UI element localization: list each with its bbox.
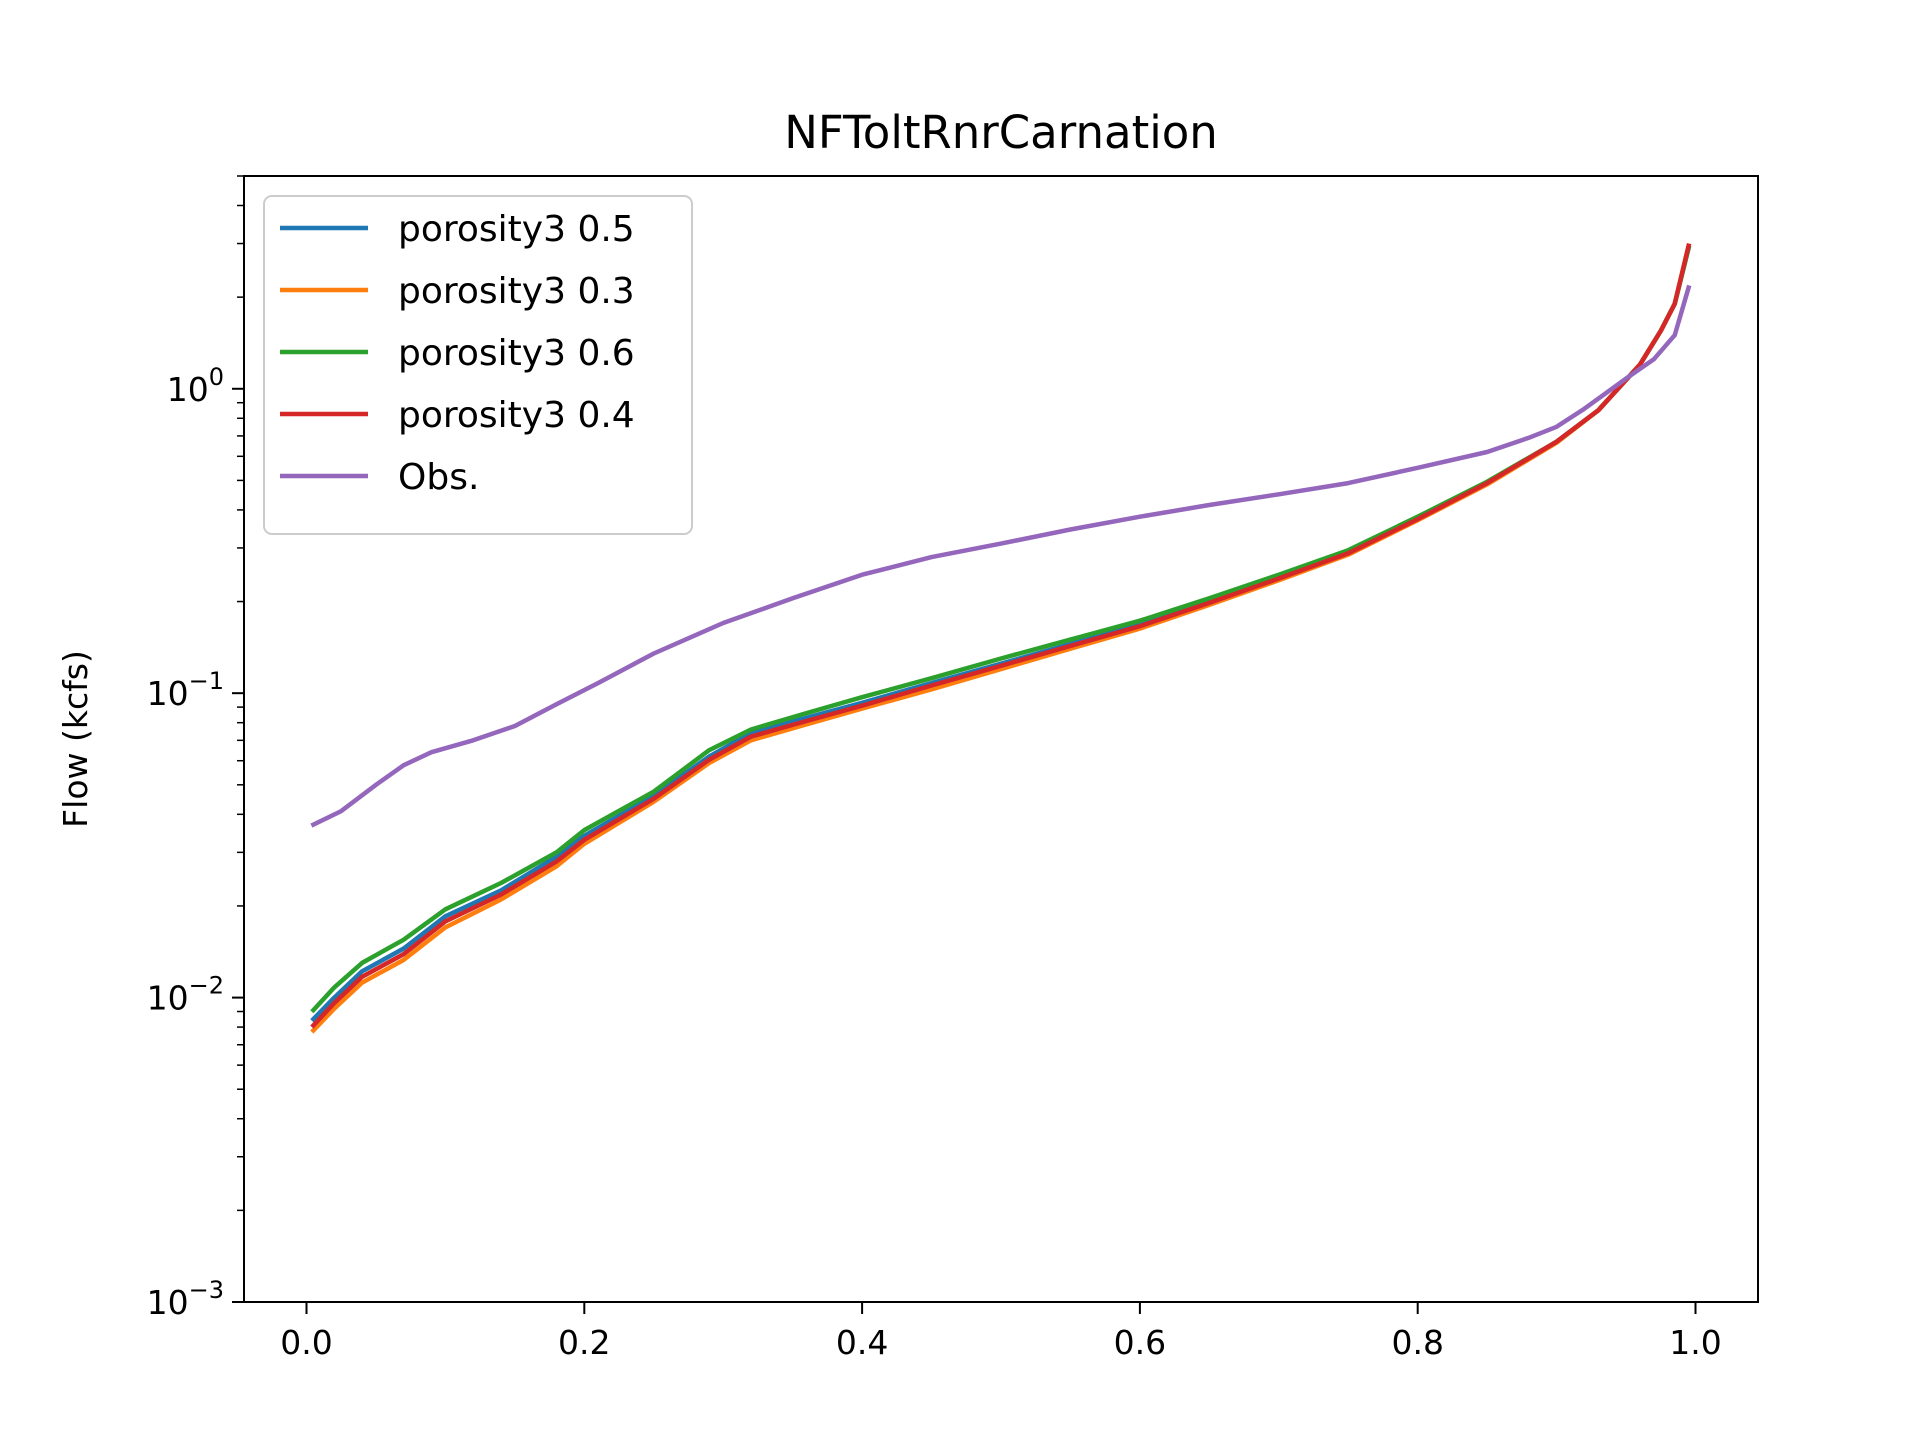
y-tick-label: 10−1 (147, 667, 224, 713)
x-tick-label: 0.8 (1391, 1323, 1443, 1362)
x-tick-label: 0.6 (1114, 1323, 1166, 1362)
y-tick-label: 100 (167, 363, 224, 409)
legend-entry-label: porosity3 0.3 (398, 271, 635, 312)
y-tick-exponent: −1 (189, 667, 224, 695)
y-axis-label: Flow (kcfs) (56, 650, 95, 828)
y-tick-base: 10 (147, 674, 189, 713)
chart-title: NFToltRnrCarnation (784, 106, 1218, 159)
y-tick-exponent: −2 (189, 972, 224, 1000)
legend: porosity3 0.5 porosity3 0.3 porosity3 0.6 p… (263, 195, 693, 535)
x-tick-label: 0.0 (280, 1323, 332, 1362)
plot-frame (243, 175, 1759, 1303)
y-tick-label: 10−3 (147, 1276, 224, 1322)
series-line-4 (310, 284, 1692, 828)
y-tick-base: 10 (147, 979, 189, 1018)
series-line-3 (310, 243, 1692, 1029)
y-tick-exponent: −3 (189, 1276, 224, 1304)
y-tick-exponent: 0 (209, 363, 224, 391)
x-tick-label: 0.4 (836, 1323, 888, 1362)
legend-entry-label: porosity3 0.4 (398, 395, 635, 436)
legend-entry-label: porosity3 0.5 (398, 209, 635, 250)
y-tick-base: 10 (167, 370, 209, 409)
legend-entry-label: Obs. (398, 457, 479, 498)
x-tick-label: 1.0 (1669, 1323, 1721, 1362)
y-tick-label: 10−2 (147, 972, 224, 1018)
x-tick-label: 0.2 (558, 1323, 610, 1362)
plot-lines (310, 243, 1692, 1034)
legend-box (263, 195, 693, 535)
y-tick-base: 10 (147, 1283, 189, 1322)
legend-entry-label: porosity3 0.6 (398, 333, 635, 374)
x-axis: 0.0 0.2 0.4 0.6 0.8 1.0 (280, 1302, 1722, 1362)
